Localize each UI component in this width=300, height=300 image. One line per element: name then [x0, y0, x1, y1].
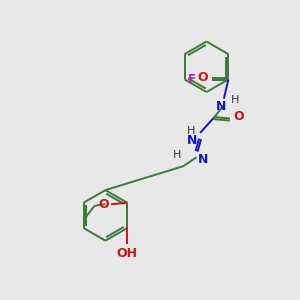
Text: N: N [216, 100, 226, 113]
Text: O: O [233, 110, 244, 123]
Text: O: O [98, 198, 109, 211]
Text: N: N [198, 153, 208, 166]
Text: H: H [230, 95, 239, 105]
Text: OH: OH [117, 247, 138, 260]
Text: N: N [188, 134, 198, 147]
Text: F: F [188, 73, 196, 86]
Text: O: O [198, 71, 208, 84]
Text: H: H [186, 125, 195, 136]
Text: H: H [173, 150, 182, 160]
